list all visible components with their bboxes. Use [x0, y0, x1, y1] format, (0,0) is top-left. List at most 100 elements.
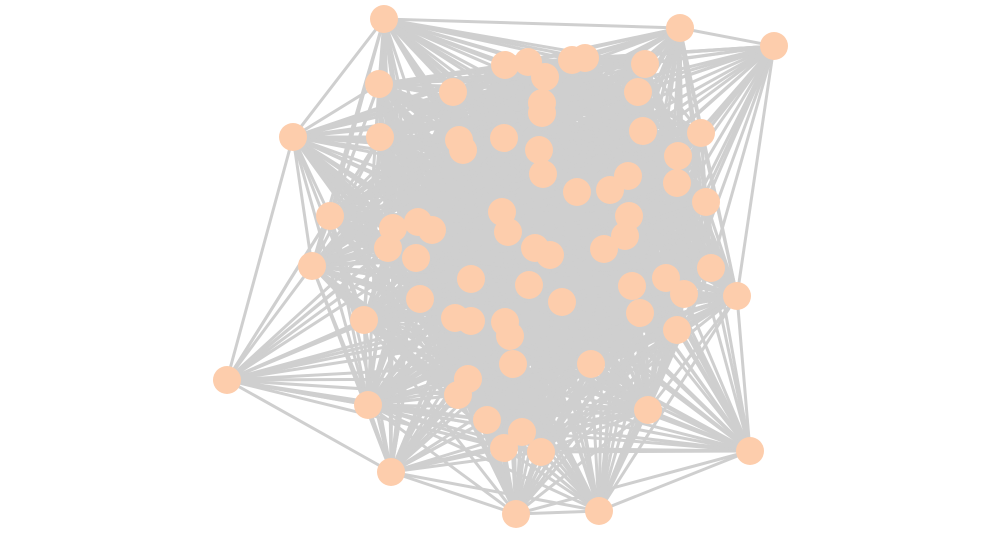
node [444, 381, 472, 409]
edge [675, 329, 752, 452]
node [499, 350, 527, 378]
node [525, 136, 553, 164]
node [350, 306, 378, 334]
edge [390, 450, 542, 474]
edge [521, 430, 751, 453]
node [449, 136, 477, 164]
edge [540, 449, 751, 454]
node [298, 252, 326, 280]
node [366, 123, 394, 151]
edge [457, 393, 649, 412]
node [496, 322, 524, 350]
node [279, 123, 307, 151]
edge [509, 328, 678, 338]
node [664, 142, 692, 170]
edge [292, 82, 380, 139]
node [457, 265, 485, 293]
edge [363, 318, 511, 338]
node [491, 51, 519, 79]
edge [540, 408, 649, 454]
edge [329, 138, 460, 218]
edge [541, 111, 702, 135]
node [723, 282, 751, 310]
edge [329, 190, 578, 218]
node [631, 50, 659, 78]
node [626, 299, 654, 327]
edge [584, 44, 775, 60]
node [663, 316, 691, 344]
edge [226, 377, 469, 382]
node [670, 280, 698, 308]
node [213, 366, 241, 394]
edge [643, 63, 703, 134]
node [736, 437, 764, 465]
node [490, 434, 518, 462]
node [624, 78, 652, 106]
edge [383, 17, 681, 30]
edge [467, 377, 751, 453]
edge [329, 172, 544, 218]
edge [735, 295, 752, 452]
node [697, 254, 725, 282]
edge [363, 318, 469, 381]
node [611, 222, 639, 250]
edge [679, 26, 775, 48]
edge [504, 320, 678, 332]
node [577, 350, 605, 378]
edge [538, 148, 679, 158]
edge [292, 101, 543, 139]
node [439, 78, 467, 106]
node [316, 202, 344, 230]
edge [390, 470, 600, 513]
node [418, 216, 446, 244]
edge [486, 408, 649, 422]
node [354, 391, 382, 419]
edge [704, 201, 739, 297]
node [687, 119, 715, 147]
edge [624, 234, 712, 270]
node [531, 63, 559, 91]
edge [226, 378, 392, 474]
edge [699, 132, 739, 297]
edge [225, 265, 314, 381]
nodes [213, 5, 788, 528]
edge [367, 403, 649, 412]
edge [379, 90, 454, 139]
edge [292, 111, 543, 139]
edge [647, 408, 751, 453]
edge [503, 446, 600, 513]
edge [644, 44, 775, 66]
node [494, 218, 522, 246]
edge [541, 101, 702, 135]
edge [538, 131, 702, 152]
node [473, 406, 501, 434]
node [529, 160, 557, 188]
edge [514, 363, 593, 515]
node [692, 188, 720, 216]
edge [226, 318, 365, 382]
edge [362, 319, 370, 406]
edge [603, 247, 712, 270]
edge [379, 111, 543, 139]
edge [226, 334, 511, 382]
edge [310, 136, 382, 267]
edge [390, 418, 488, 474]
edge [226, 256, 417, 382]
node [365, 70, 393, 98]
node [374, 234, 402, 262]
edge [735, 45, 776, 297]
node [490, 124, 518, 152]
edge [225, 136, 295, 381]
edge [367, 403, 600, 513]
edge [560, 301, 650, 411]
edge [597, 295, 739, 512]
edge [542, 154, 679, 176]
node [629, 117, 657, 145]
edge [291, 136, 314, 267]
node [402, 244, 430, 272]
edge [390, 470, 517, 516]
edge [367, 393, 459, 407]
node [457, 307, 485, 335]
node [663, 169, 691, 197]
